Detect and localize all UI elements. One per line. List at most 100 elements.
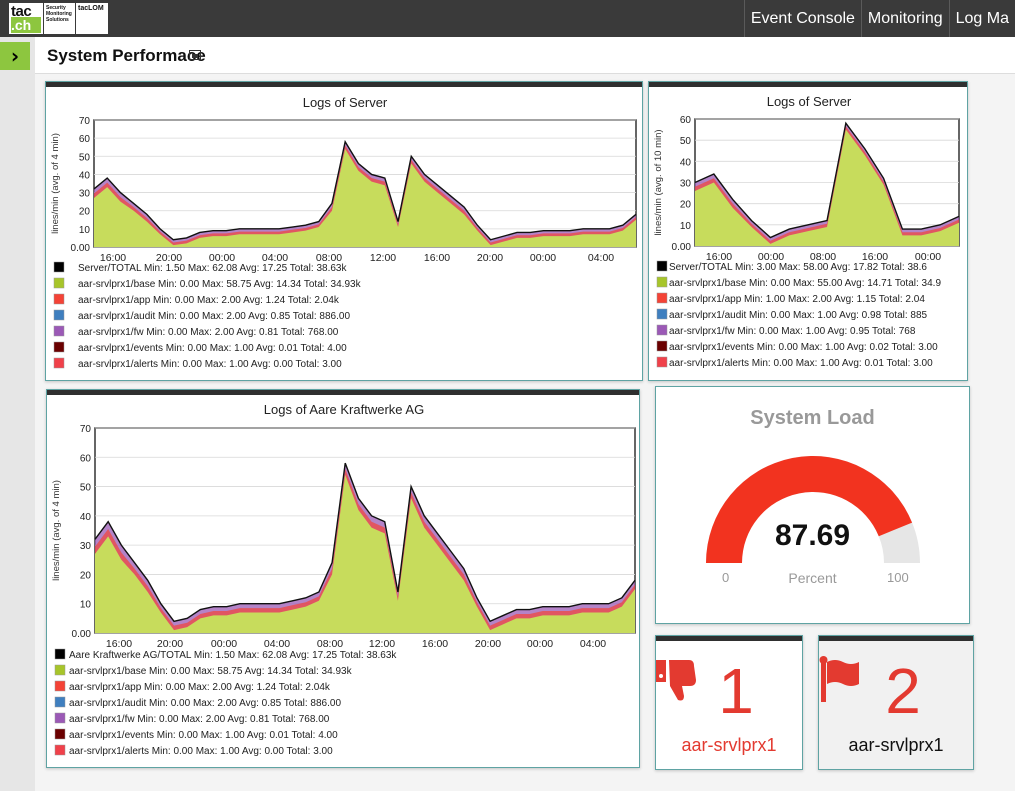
dashlet-system-load: System Load 87.69 Percent 0 100 — [655, 386, 970, 624]
dashlet-host-problems[interactable]: 1 aar-srvlprx1 — [655, 635, 803, 770]
x-tick-label: 16:00 — [106, 638, 132, 650]
thumbs-down-icon — [656, 660, 696, 701]
logs-of-aare-kraftwerke-chart: Logs of Aare Kraftwerke AG 70 60 50 40 30 20 10… — [51, 402, 636, 757]
legend-swatch — [656, 260, 668, 272]
nav-monitoring[interactable]: Monitoring — [860, 0, 949, 37]
x-tick-label: 00:00 — [758, 251, 784, 263]
series-total-line — [94, 462, 636, 623]
legend-entry[interactable]: Server/TOTAL Min: 3.00 Max: 58.00 Avg: 1… — [669, 262, 927, 273]
legend-entry[interactable]: aar-srvlprx1/events Min: 0.00 Max: 1.00 … — [669, 342, 938, 353]
legend-swatch — [54, 696, 66, 708]
x-tick-label: 08:00 — [810, 251, 836, 263]
y-tick-label: 20 — [79, 207, 91, 218]
legend-entry[interactable]: aar-srvlprx1/alerts Min: 0.00 Max: 1.00 … — [669, 358, 933, 369]
image-icon[interactable] — [189, 50, 201, 60]
product-logo: tacLOM — [76, 3, 108, 34]
legend-entry[interactable]: aar-srvlprx1/events Min: 0.00 Max: 1.00 … — [78, 343, 347, 354]
series-base-area — [95, 474, 635, 633]
stat-row: 1 — [656, 656, 802, 726]
dashlet-header — [649, 82, 967, 87]
y-tick-label: 10 — [79, 225, 91, 236]
legend-entry[interactable]: aar-srvlprx1/fw Min: 0.00 Max: 2.00 Avg:… — [78, 327, 339, 338]
legend-entry[interactable]: aar-srvlprx1/audit Min: 0.00 Max: 1.00 A… — [669, 310, 928, 321]
x-tick-label: 00:00 — [527, 638, 553, 650]
legend-entry[interactable]: aar-srvlprx1/alerts Min: 0.00 Max: 1.00 … — [78, 359, 342, 370]
legend-swatch — [53, 325, 65, 337]
gauge-unit: Percent — [788, 570, 837, 586]
legend-swatch — [53, 309, 65, 321]
legend-entry[interactable]: aar-srvlprx1/app Min: 0.00 Max: 2.00 Avg… — [69, 682, 331, 693]
y-tick-label: 60 — [680, 115, 692, 126]
y-tick-label: 0.00 — [71, 243, 91, 254]
y-tick-label: 50 — [79, 152, 91, 163]
legend-entry[interactable]: aar-srvlprx1/base Min: 0.00 Max: 55.00 A… — [669, 278, 941, 289]
x-tick-label: 00:00 — [915, 251, 941, 263]
y-tick-label: 0.00 — [72, 629, 92, 640]
nav-event-console[interactable]: Event Console — [743, 0, 861, 37]
gauge-max-label: 100 — [887, 570, 909, 585]
legend-swatch — [53, 293, 65, 305]
y-tick-label: 30 — [680, 179, 692, 190]
system-load-gauge — [706, 456, 920, 563]
x-tick-label: 00:00 — [530, 252, 556, 264]
legend-swatch — [53, 341, 65, 353]
y-tick-label: 40 — [79, 170, 91, 181]
x-tick-label: 20:00 — [156, 252, 182, 264]
y-tick-label: 20 — [680, 200, 692, 211]
gauge-title: System Load — [750, 407, 875, 429]
y-tick-label: 40 — [80, 512, 92, 523]
x-tick-label: 20:00 — [477, 252, 503, 264]
legend-entry[interactable]: aar-srvlprx1/app Min: 0.00 Max: 2.00 Avg… — [78, 295, 340, 306]
y-tick-label: 20 — [80, 570, 92, 581]
x-tick-label: 04:00 — [262, 252, 288, 264]
series-total-line — [93, 139, 637, 241]
legend-swatch — [656, 340, 668, 352]
service-problem-label[interactable]: aar-srvlprx1 — [848, 735, 944, 755]
x-tick-label: 04:00 — [580, 638, 606, 650]
dashlet-service-problems[interactable]: 2 aar-srvlprx1 — [818, 635, 974, 770]
legend-swatch — [54, 680, 66, 692]
y-tick-label: 0.00 — [672, 242, 692, 253]
legend-entry[interactable]: aar-srvlprx1/audit Min: 0.00 Max: 2.00 A… — [69, 698, 341, 709]
gauge-fill — [706, 456, 913, 563]
legend-swatch — [54, 728, 66, 740]
sidebar-toggle-chevron-icon[interactable]: › — [0, 42, 30, 70]
x-tick-label: 08:00 — [316, 252, 342, 264]
y-tick-label: 70 — [80, 424, 92, 435]
x-tick-label: 00:00 — [211, 638, 237, 650]
x-tick-label: 08:00 — [317, 638, 343, 650]
tac-logo-mark: tac .ch — [9, 3, 43, 34]
legend-swatch — [53, 357, 65, 369]
dashlet-header — [46, 82, 642, 87]
x-tick-label: 04:00 — [588, 252, 614, 264]
logs-of-server-chart: Logs of Server 70 60 50 40 30 20 10 0.00 16:00 20:… — [50, 95, 637, 370]
dashlet-header — [819, 636, 973, 641]
logs-of-server-10min-chart: Logs of Server 60 50 40 30 20 10 0.00 16:00 00:00… — [653, 94, 960, 369]
legend-entry[interactable]: aar-srvlprx1/app Min: 1.00 Max: 2.00 Avg… — [669, 294, 925, 305]
chart-title: Logs of Server — [303, 95, 388, 110]
legend-swatch — [54, 648, 66, 660]
legend-entry[interactable]: aar-srvlprx1/base Min: 0.00 Max: 58.75 A… — [78, 279, 362, 290]
legend-entry[interactable]: Aare Kraftwerke AG/TOTAL Min: 1.50 Max: … — [69, 650, 397, 661]
y-axis-label: lines/min (avg. of 4 min) — [51, 480, 62, 581]
nav-log-management[interactable]: Log Ma — [948, 0, 1015, 37]
logo-text-line1: tac — [11, 3, 32, 20]
page-title: System Performace — [47, 46, 206, 65]
legend-entry[interactable]: aar-srvlprx1/audit Min: 0.00 Max: 2.00 A… — [78, 311, 350, 322]
logo-subtitle: Security Monitoring Solutions — [44, 3, 75, 34]
y-tick-label: 60 — [79, 134, 91, 145]
legend-entry[interactable]: aar-srvlprx1/alerts Min: 0.00 Max: 1.00 … — [69, 746, 333, 757]
host-problem-label[interactable]: aar-srvlprx1 — [681, 735, 777, 755]
legend-entry[interactable]: aar-srvlprx1/events Min: 0.00 Max: 1.00 … — [69, 730, 338, 741]
dashlet-logs-of-server-10min: Logs of Server 60 50 40 30 20 10 0.00 16:00 00:00… — [648, 81, 968, 381]
page-header: System Performace — [35, 37, 1015, 74]
x-tick-label: 16:00 — [100, 252, 126, 264]
x-tick-label: 12:00 — [369, 638, 395, 650]
legend-entry[interactable]: aar-srvlprx1/fw Min: 0.00 Max: 2.00 Avg:… — [69, 714, 330, 725]
tac-logo[interactable]: tac .ch Security Monitoring Solutions ta… — [9, 3, 108, 34]
legend-swatch — [656, 356, 668, 368]
legend-entry[interactable]: Server/TOTAL Min: 1.50 Max: 62.08 Avg: 1… — [78, 263, 347, 274]
legend-entry[interactable]: aar-srvlprx1/fw Min: 0.00 Max: 1.00 Avg:… — [669, 326, 916, 337]
legend-entry[interactable]: aar-srvlprx1/base Min: 0.00 Max: 58.75 A… — [69, 666, 353, 677]
series-base-area — [695, 129, 959, 246]
